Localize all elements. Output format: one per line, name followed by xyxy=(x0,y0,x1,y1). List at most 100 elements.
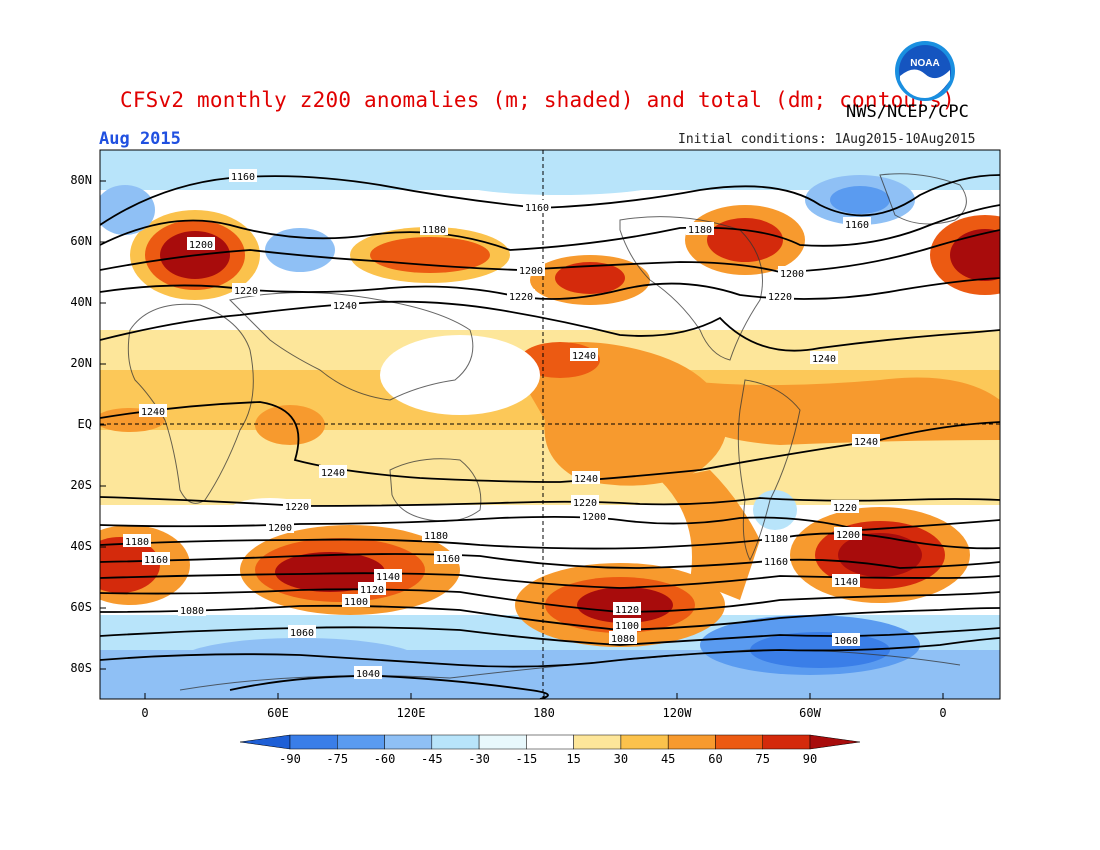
contour-label-bg xyxy=(834,527,862,540)
initial-conditions-label: Initial conditions: 1Aug2015-10Aug2015 xyxy=(678,132,976,147)
longitude-label: 60W xyxy=(799,706,821,720)
contour-label: 1200 xyxy=(519,266,543,277)
contour-label-bg xyxy=(420,222,448,235)
contour-label-bg xyxy=(570,348,598,361)
contour-label-bg xyxy=(142,552,170,565)
asia-coastline xyxy=(228,292,474,401)
longitude-label: 120E xyxy=(396,706,426,720)
contour-label-bg xyxy=(123,534,151,547)
contour-label: 1200 xyxy=(582,512,606,523)
noaa-logo-text: NOAA xyxy=(910,58,939,69)
contour-label: 1240 xyxy=(321,468,345,479)
contour-label-bg xyxy=(572,471,600,484)
contour-label: 1160 xyxy=(231,172,255,183)
forecast-period: Aug 2015 xyxy=(99,129,181,149)
contour-label-bg xyxy=(266,520,294,533)
longitude-label: 0 xyxy=(141,706,149,720)
contour-label-bg xyxy=(762,554,790,567)
contour-label-bg xyxy=(686,222,714,235)
contour-label-bg xyxy=(507,289,535,302)
contour-label: 1060 xyxy=(290,628,314,639)
contour-label-bg xyxy=(613,602,641,615)
contour-label: 1220 xyxy=(285,502,309,513)
contour-label: 1180 xyxy=(764,534,788,545)
contour-label-bg xyxy=(609,631,637,644)
latitude-label: EQ xyxy=(77,417,92,431)
contour-label-bg xyxy=(374,569,402,582)
contour-label-bg xyxy=(571,495,599,508)
contour-label: 1140 xyxy=(376,572,400,583)
longitude-label: 60E xyxy=(267,706,289,720)
contour-label: 1240 xyxy=(812,354,836,365)
agency-label: NWS/NCEP/CPC xyxy=(846,102,969,122)
contour-label: 1240 xyxy=(333,301,357,312)
contour-label: 1160 xyxy=(436,554,460,565)
contour-label-bg xyxy=(232,283,260,296)
contour-label-bg xyxy=(778,266,806,279)
contour-label: 1080 xyxy=(611,634,635,645)
map-title: CFSv2 monthly z200 anomalies (m; shaded)… xyxy=(120,88,955,112)
north-america-coastline xyxy=(619,216,763,361)
contour-label: 1200 xyxy=(189,240,213,251)
contour-label-bg xyxy=(288,625,316,638)
contour-label: 1220 xyxy=(768,292,792,303)
australia-coastline xyxy=(389,458,482,522)
contour-label-bg xyxy=(613,618,641,631)
contour-label: 1180 xyxy=(688,225,712,236)
latitude-label: 60S xyxy=(70,600,92,614)
greenland-coastline xyxy=(879,173,967,225)
contour-label: 1180 xyxy=(125,537,149,548)
latitude-label: 60N xyxy=(70,234,92,248)
contour-label-bg xyxy=(766,289,794,302)
contour-label: 1240 xyxy=(141,407,165,418)
contour-label-bg xyxy=(843,217,871,230)
contour-label: 1160 xyxy=(764,557,788,568)
contour-label: 1200 xyxy=(780,269,804,280)
contour-label: 1120 xyxy=(360,585,384,596)
contour-label: 1060 xyxy=(834,636,858,647)
contour-label: 1200 xyxy=(836,530,860,541)
contour-label-bg xyxy=(762,531,790,544)
contour-labels: 1160 1160 1180 1180 1160 1200 1200 1200 1220 1220… xyxy=(123,169,880,680)
contour-label-bg xyxy=(434,551,462,564)
contour-label: 1040 xyxy=(356,669,380,680)
contour-label: 1120 xyxy=(615,605,639,616)
contour-label: 1240 xyxy=(854,437,878,448)
contour-label: 1220 xyxy=(573,498,597,509)
contour-label-bg xyxy=(832,633,860,646)
latitude-label: 20S xyxy=(70,478,92,492)
contour-label: 1160 xyxy=(845,220,869,231)
contour-label: 1240 xyxy=(572,351,596,362)
contour-label-bg xyxy=(342,594,370,607)
contour-label: 1220 xyxy=(234,286,258,297)
contour-label-bg xyxy=(517,263,545,276)
anomaly-shading xyxy=(100,150,1000,699)
contour-label-bg xyxy=(810,351,838,364)
latitude-label: 80S xyxy=(70,661,92,675)
contour-label-bg xyxy=(832,574,860,587)
contour-label: 1140 xyxy=(834,577,858,588)
contour-label-bg xyxy=(580,509,608,522)
contour-label: 1160 xyxy=(144,555,168,566)
contour-label: 1080 xyxy=(180,606,204,617)
longitude-label: 180 xyxy=(533,706,555,720)
contour-label-bg xyxy=(331,298,359,311)
contour-label: 1100 xyxy=(615,621,639,632)
latitude-label: 40N xyxy=(70,295,92,309)
noaa-logo: NOAA xyxy=(895,41,955,101)
contour-label: 1160 xyxy=(525,203,549,214)
longitude-label: 0 xyxy=(939,706,947,720)
contour-label-bg xyxy=(852,434,880,447)
south-america-coastline xyxy=(737,379,801,562)
contour-label-bg xyxy=(319,465,347,478)
contour-label: 1100 xyxy=(344,597,368,608)
contour-label-bg xyxy=(831,500,859,513)
contour-label-bg xyxy=(187,237,215,250)
contour-label: 1220 xyxy=(509,292,533,303)
contour-label-bg xyxy=(229,169,257,182)
africa-coastline xyxy=(127,303,254,504)
contour-label-bg xyxy=(358,582,386,595)
contour-label: 1180 xyxy=(422,225,446,236)
contour-label-bg xyxy=(422,528,450,541)
